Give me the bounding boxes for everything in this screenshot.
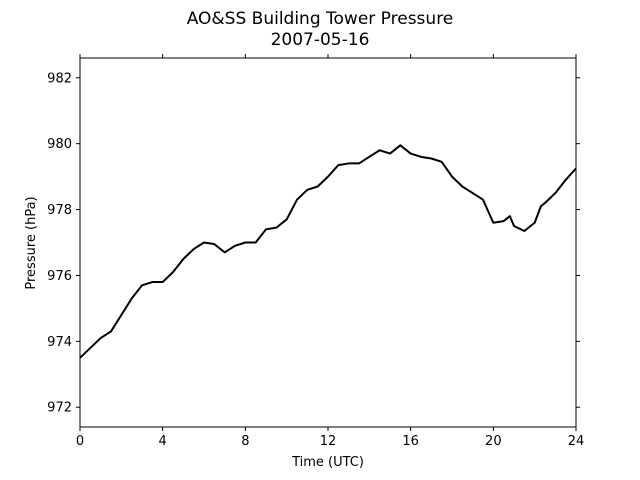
y-tick-label-978: 978 (47, 203, 72, 218)
y-tick-label-976: 976 (47, 269, 72, 284)
y-tick-label-982: 982 (47, 71, 72, 86)
pressure-series-line-0 (79, 144, 577, 359)
x-tick-label-12: 12 (320, 434, 337, 449)
x-tick-label-24: 24 (568, 434, 585, 449)
x-tick-label-4: 4 (159, 434, 167, 449)
x-tick-label-16: 16 (402, 434, 419, 449)
plot-frame (79, 57, 577, 428)
x-axis-label: Time (UTC) (291, 455, 364, 470)
x-tick-label-8: 8 (241, 434, 249, 449)
y-tick-label-980: 980 (47, 137, 72, 152)
plot-area: 0 4 8 12 16 20 24 972 974 976 978 980 982 (47, 54, 584, 449)
y-tick-label-974: 974 (47, 335, 72, 350)
y-axis-label: Pressure (hPa) (24, 196, 39, 289)
y-tick-label-972: 972 (47, 401, 72, 416)
chart-subtitle: 2007-05-16 (271, 30, 370, 50)
chart-title: AO&SS Building Tower Pressure (187, 9, 454, 29)
x-tick-label-0: 0 (76, 434, 84, 449)
x-tick-label-20: 20 (485, 434, 502, 449)
